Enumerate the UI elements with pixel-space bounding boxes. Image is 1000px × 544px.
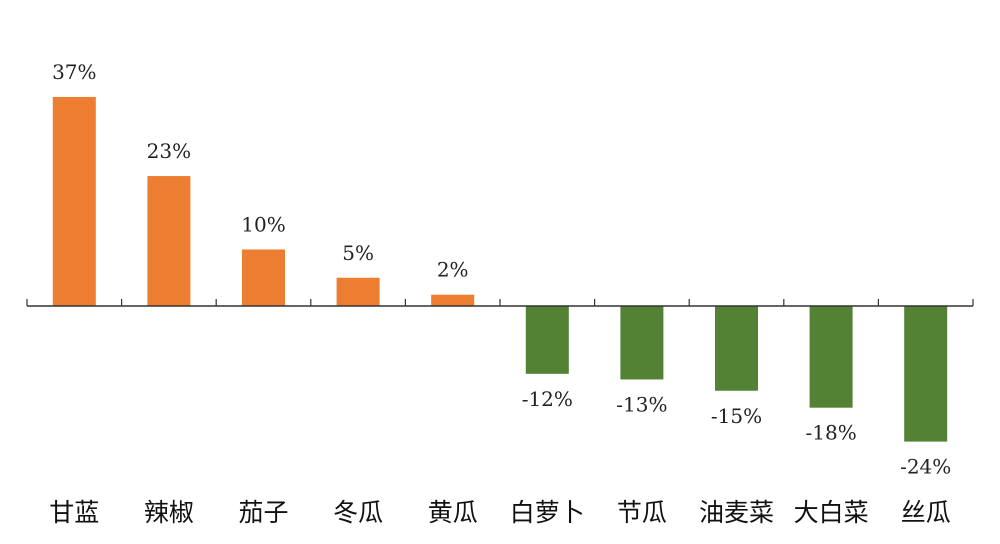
category-label-5: 黄瓜 bbox=[428, 498, 478, 527]
bar-7 bbox=[620, 306, 664, 380]
bar-6 bbox=[525, 306, 569, 374]
data-label-5: 2% bbox=[437, 258, 469, 282]
bar-8 bbox=[715, 306, 758, 391]
data-label-1: 37% bbox=[52, 60, 96, 84]
bar-10 bbox=[904, 306, 948, 442]
category-label-6: 白萝卜 bbox=[510, 498, 585, 527]
data-label-7: -13% bbox=[616, 392, 667, 416]
category-labels-layer: 甘蓝 辣椒 茄子 冬瓜 黄瓜 白萝卜 节瓜 油麦菜 大白菜 丝瓜 bbox=[49, 498, 950, 527]
category-label-8: 油麦菜 bbox=[699, 498, 774, 527]
bar-2 bbox=[147, 176, 191, 306]
value-labels-layer: 37% 23% 10% 5% 2% -12% -13% -15% -18% -24% bbox=[52, 60, 951, 479]
data-label-8: -15% bbox=[711, 404, 762, 428]
data-label-3: 10% bbox=[241, 213, 285, 237]
axis-layer bbox=[26, 299, 974, 307]
bar-4 bbox=[336, 277, 380, 306]
category-label-1: 甘蓝 bbox=[49, 498, 99, 527]
bar-1 bbox=[52, 96, 96, 306]
bars-layer bbox=[52, 96, 948, 442]
category-label-10: 丝瓜 bbox=[901, 498, 951, 527]
category-label-9: 大白菜 bbox=[794, 498, 869, 527]
category-label-4: 冬瓜 bbox=[333, 498, 383, 527]
data-label-2: 23% bbox=[147, 139, 191, 163]
data-label-6: -12% bbox=[522, 387, 573, 411]
bar-5 bbox=[431, 294, 475, 306]
data-label-9: -18% bbox=[805, 421, 856, 445]
data-label-4: 5% bbox=[342, 241, 374, 265]
category-label-2: 辣椒 bbox=[144, 498, 194, 527]
category-label-7: 节瓜 bbox=[617, 498, 667, 527]
bar-9 bbox=[809, 306, 853, 408]
data-label-10: -24% bbox=[900, 455, 951, 479]
bar-3 bbox=[242, 249, 285, 306]
category-label-3: 茄子 bbox=[238, 498, 288, 527]
